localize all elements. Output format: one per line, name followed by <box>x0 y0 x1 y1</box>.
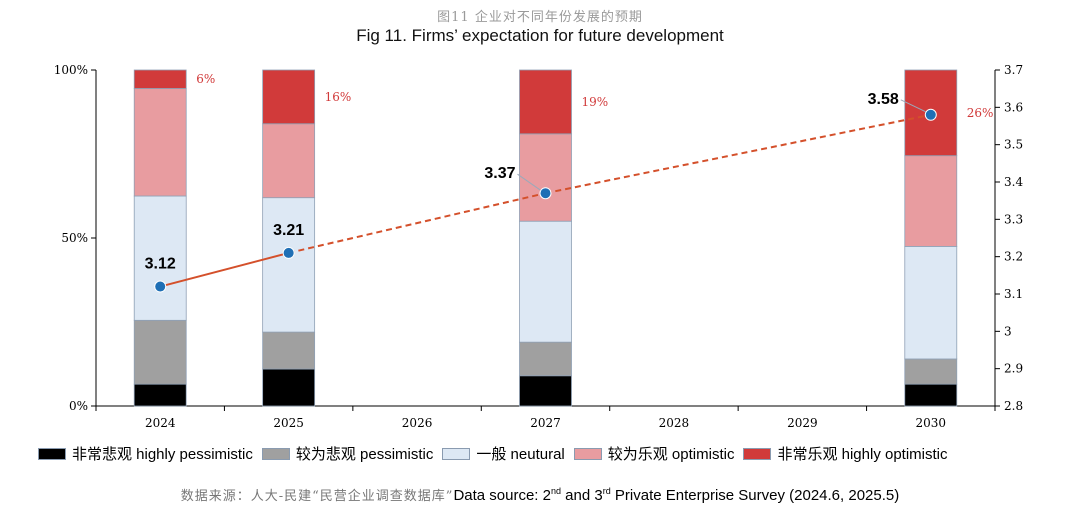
legend-swatch <box>442 447 471 460</box>
legend-swatch <box>261 447 290 460</box>
legend-label: 非常乐观 highly optimistic <box>777 446 948 463</box>
chart-title: Fig 11. Firms’ expectation for future de… <box>356 26 724 45</box>
x-tick-label: 2026 <box>402 416 433 430</box>
bar-segment <box>519 375 572 407</box>
leader-line <box>517 173 541 191</box>
expectation-line-dashed-segment <box>288 192 546 254</box>
bar-segment <box>519 133 572 222</box>
right-y-tick-label: 2.8 <box>1004 399 1023 413</box>
left-y-tick-label: 50% <box>61 231 88 245</box>
right-y-tick-label: 3.3 <box>1004 212 1023 226</box>
expectation-data-label: 3.12 <box>145 256 176 273</box>
bar-segment <box>133 319 187 385</box>
legend-label: 一般 neutural <box>476 446 565 463</box>
bar-segment <box>262 123 316 199</box>
bar-segment <box>262 331 316 370</box>
data-source-en-mid: and 3 <box>561 487 603 504</box>
data-source-sup-nd: nd <box>551 486 562 496</box>
expectation-line-dashed-segment <box>545 113 931 195</box>
x-tick-label: 2025 <box>273 416 304 430</box>
legend-item: 非常乐观 highly optimistic <box>743 443 948 464</box>
bar-top-data-label: 6% <box>196 72 215 86</box>
bar-segment <box>904 358 958 385</box>
legend-swatch <box>38 447 66 460</box>
bar-segment <box>133 383 187 407</box>
data-source-note: 数据来源：人大-民建“民营企业调查数据库”Data source: 2nd an… <box>0 485 1080 504</box>
left-y-tick-label: 100% <box>54 63 88 77</box>
bar-top-data-label: 19% <box>582 95 609 109</box>
expectation-point <box>282 246 295 259</box>
bar-segment <box>262 69 316 125</box>
bar-segment <box>262 368 316 407</box>
bar-segment <box>904 155 958 247</box>
legend-item: 一般 neutural <box>442 443 565 464</box>
legend-item: 非常悲观 highly pessimistic <box>38 443 253 464</box>
bar-segment <box>519 220 572 343</box>
expectation-data-label: 3.21 <box>273 222 304 239</box>
bar-top-data-label: 16% <box>325 90 352 104</box>
legend-label: 较为乐观 optimistic <box>607 446 735 463</box>
legend-item: 较为乐观 optimistic <box>573 443 735 464</box>
bar-segment <box>133 88 187 197</box>
bar-segment <box>519 341 572 377</box>
right-y-tick-label: 3.5 <box>1004 138 1023 152</box>
legend-item: 较为悲观 pessimistic <box>261 443 434 464</box>
legend-swatch <box>573 447 602 460</box>
data-source-cn: 数据来源：人大-民建“民营企业调查数据库” <box>180 489 454 504</box>
expectation-point <box>154 280 167 293</box>
bar-segment <box>904 245 958 360</box>
legend-label: 非常悲观 highly pessimistic <box>72 446 253 463</box>
x-tick-label: 2027 <box>530 416 561 430</box>
expectation-data-label: 3.58 <box>868 91 899 108</box>
x-tick-label: 2028 <box>659 416 690 430</box>
right-y-tick-label: 3.2 <box>1004 250 1023 264</box>
expectation-line-segment <box>159 251 289 288</box>
x-tick-label: 2030 <box>916 416 947 430</box>
x-tick-label: 2024 <box>145 416 176 430</box>
leader-line <box>900 99 927 113</box>
right-y-tick-label: 3 <box>1004 324 1012 338</box>
right-y-tick-label: 3.7 <box>1004 63 1023 77</box>
right-y-tick-label: 3.4 <box>1004 175 1023 189</box>
left-y-tick-label: 0% <box>69 399 88 413</box>
chart-title-chinese: 图11 企业对不同年份发展的预期 <box>437 10 643 25</box>
data-source-en-prefix: Data source: 2 <box>453 487 551 504</box>
data-source-en-suffix: Private Enterprise Survey (2024.6, 2025.… <box>610 487 900 504</box>
legend-swatch <box>743 447 772 460</box>
right-y-tick-label: 3.6 <box>1004 100 1023 114</box>
x-tick-label: 2029 <box>787 416 818 430</box>
expectation-data-label: 3.37 <box>484 165 515 182</box>
right-y-tick-label: 3.1 <box>1004 287 1023 301</box>
legend-label: 较为悲观 pessimistic <box>295 446 434 463</box>
data-source-sup-rd: rd <box>602 486 611 496</box>
bar-segment <box>904 383 958 407</box>
bar-segment <box>133 195 187 321</box>
chart-legend: 非常悲观 highly pessimistic 较为悲观 pessimistic 一… <box>38 443 1068 464</box>
bar-segment <box>262 197 316 333</box>
expectation-point <box>539 187 552 200</box>
right-y-tick-label: 2.9 <box>1004 362 1023 376</box>
bar-segment <box>519 69 572 135</box>
bar-top-data-label: 26% <box>967 106 994 120</box>
stacked-bar-chart: 0% 50% 100% 2.8 2.9 3 3.1 3.2 3.3 3.4 3.5 3.6 3.7 202… <box>54 63 1024 430</box>
expectation-point <box>924 108 937 121</box>
bar-segment <box>133 69 187 89</box>
